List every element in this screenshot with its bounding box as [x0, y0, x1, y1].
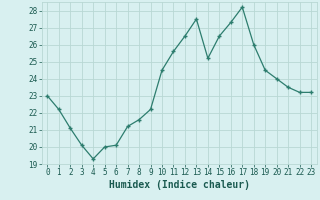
X-axis label: Humidex (Indice chaleur): Humidex (Indice chaleur)	[109, 180, 250, 190]
